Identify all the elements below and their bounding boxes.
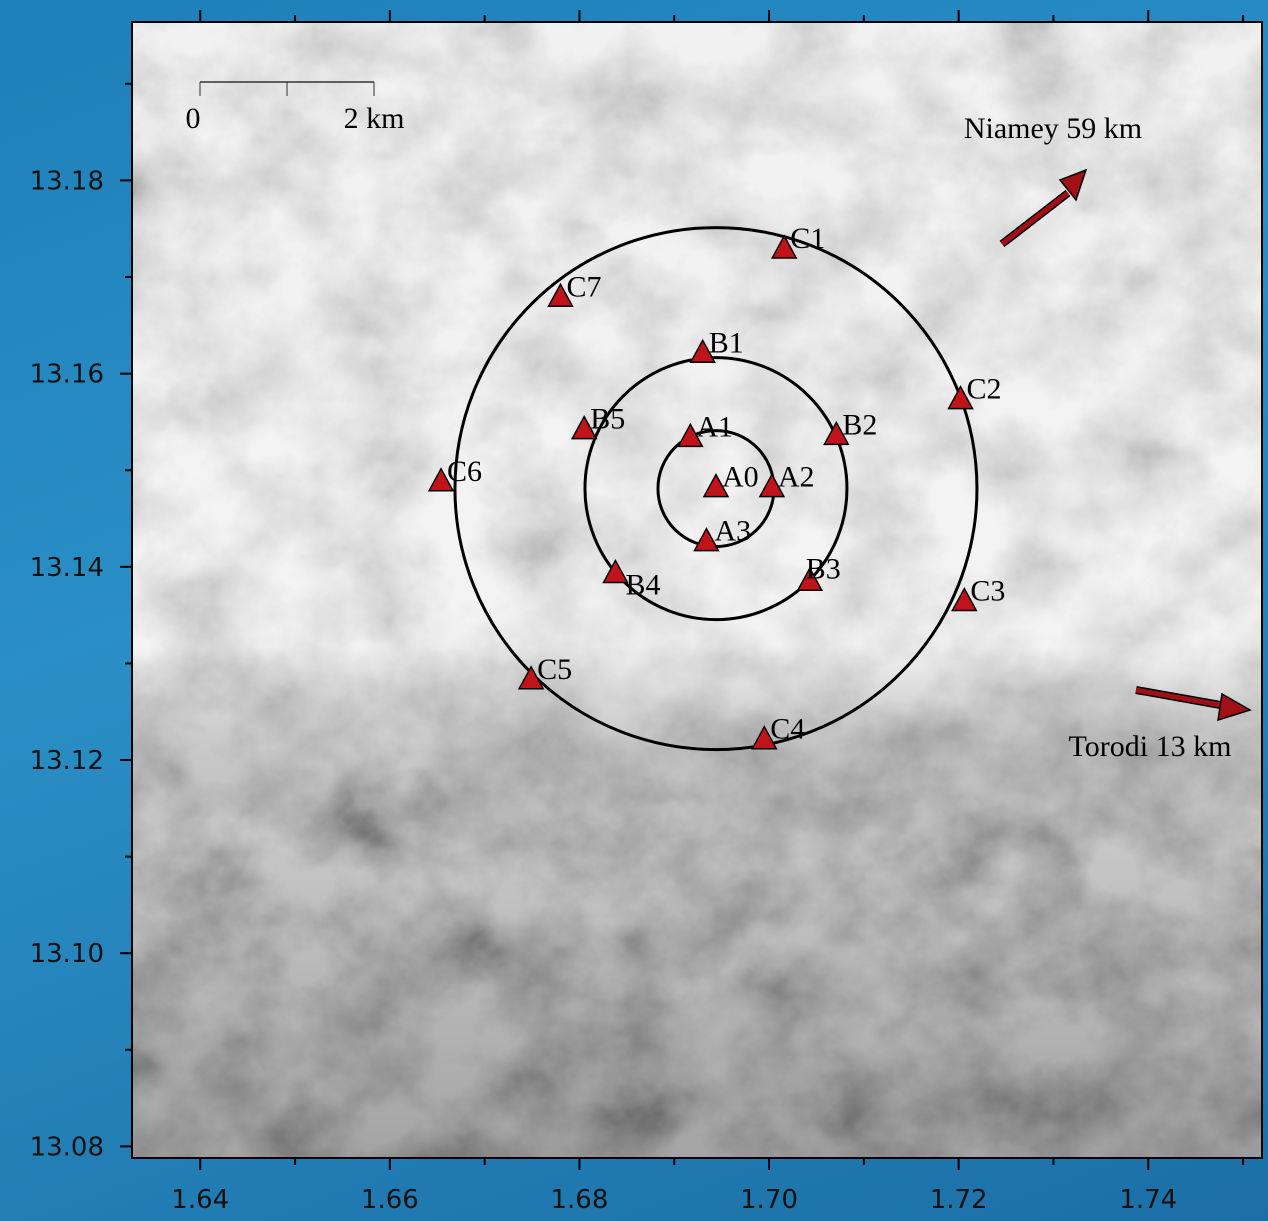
y-tick-label: 13.08 [30,1132,104,1162]
scale-bar: 0 2 km [186,81,405,135]
station-label: A3 [714,515,751,548]
station [677,422,704,448]
y-tick-label: 13.16 [30,360,104,390]
station [702,473,730,498]
station [689,338,716,364]
x-tick-label: 1.64 [171,1185,229,1215]
station-label: C3 [970,575,1005,608]
station [823,420,850,446]
scale-label: 2 km [344,102,405,135]
direction-arrows: Niamey 59 km Torodi 13 km [964,112,1252,763]
frame [131,21,1263,1159]
arrow-shaft [1000,191,1070,246]
station [570,415,598,440]
station [602,558,629,584]
station-label: B5 [590,403,625,436]
station-label: A2 [778,461,815,494]
x-tick-label: 1.70 [740,1185,798,1215]
annotation: Niamey 59 km [964,112,1142,145]
x-tick-label: 1.72 [930,1185,988,1215]
arrow-head [1058,168,1088,202]
station-label: B3 [806,552,841,585]
station [427,467,455,492]
station-label: A1 [696,410,733,443]
x-tick-label: 1.74 [1119,1185,1177,1215]
ring [453,226,979,752]
station [796,566,824,592]
station-label: B4 [625,569,660,602]
y-tick-label: 13.14 [30,553,104,583]
y-tick-label: 13.18 [30,166,104,196]
station-label: B1 [709,326,744,359]
station-label: C2 [967,373,1002,406]
station-label: C4 [770,713,805,746]
x-tick-label: 1.68 [551,1185,609,1215]
arrow-shaft [1135,687,1227,709]
station [947,385,974,410]
scale-label: 0 [186,102,201,135]
station [951,586,978,612]
y-tick-label: 13.10 [30,939,104,969]
station-label: C5 [537,653,572,686]
arrow-head [1217,692,1252,722]
annotation: Torodi 13 km [1069,730,1232,763]
station [547,282,574,308]
station [770,234,798,259]
station [517,665,545,690]
station [758,473,786,498]
station-label: B2 [842,408,877,441]
station-label: C1 [790,222,825,255]
x-tick-label: 1.66 [361,1185,419,1215]
station [751,725,778,750]
y-tick-label: 13.12 [30,746,104,776]
station [693,527,720,552]
station-label: C7 [566,270,601,303]
ring [583,356,849,622]
image-shade [132,22,1262,1158]
plot-area [131,21,1263,1159]
station-label: A0 [722,461,759,494]
station-label: C6 [447,455,482,488]
